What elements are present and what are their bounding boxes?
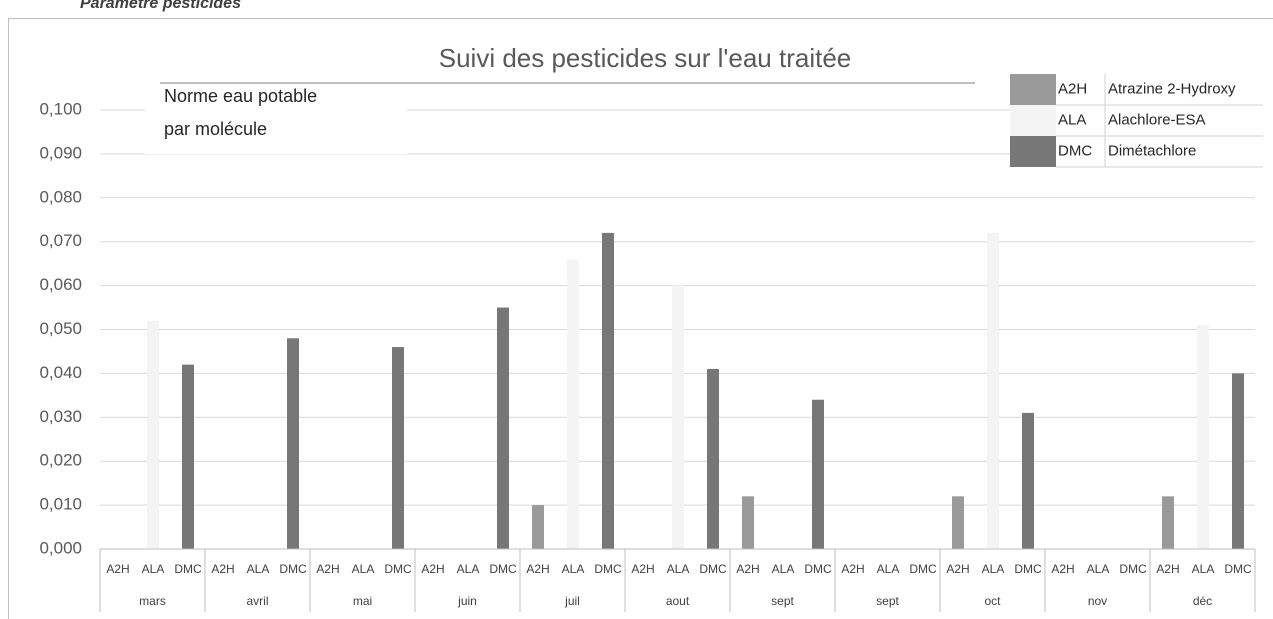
y-tick-label: 0,100 bbox=[39, 99, 82, 118]
bar bbox=[952, 496, 964, 549]
x-sub-label: DMC bbox=[174, 562, 202, 576]
x-sub-label: A2H bbox=[946, 562, 969, 576]
x-sub-label: A2H bbox=[421, 562, 444, 576]
x-sub-label: A2H bbox=[841, 562, 864, 576]
x-sub-label: DMC bbox=[384, 562, 412, 576]
legend-label: Alachlore-ESA bbox=[1108, 111, 1206, 128]
bar bbox=[1197, 325, 1209, 549]
x-sub-label: DMC bbox=[1014, 562, 1042, 576]
x-sub-label: DMC bbox=[489, 562, 517, 576]
bar bbox=[532, 505, 544, 549]
bar bbox=[987, 232, 999, 550]
x-tick-label: mai bbox=[353, 594, 372, 608]
legend-label: Atrazine 2-Hydroxy bbox=[1108, 80, 1236, 97]
legend-code: A2H bbox=[1058, 80, 1087, 97]
x-tick-label: sept bbox=[771, 594, 794, 608]
bar bbox=[287, 338, 299, 549]
annotation: Norme eau potable bbox=[164, 86, 317, 106]
x-tick-label: avril bbox=[246, 594, 268, 608]
y-tick-label: 0,070 bbox=[39, 231, 82, 250]
x-tick-label: aout bbox=[666, 594, 690, 608]
x-sub-label: ALA bbox=[1087, 562, 1110, 576]
chart-frame bbox=[8, 18, 1273, 619]
x-tick-label: nov bbox=[1088, 594, 1107, 608]
page-heading: Paramètre pesticides bbox=[80, 0, 241, 12]
y-tick-label: 0,030 bbox=[39, 407, 82, 426]
x-sub-label: DMC bbox=[279, 562, 307, 576]
annotation-bg bbox=[145, 88, 407, 154]
legend-swatch bbox=[1010, 136, 1056, 167]
x-sub-label: DMC bbox=[594, 562, 622, 576]
x-sub-label: A2H bbox=[106, 562, 129, 576]
x-sub-label: ALA bbox=[772, 562, 795, 576]
x-sub-label: A2H bbox=[526, 562, 549, 576]
x-sub-label: DMC bbox=[804, 562, 832, 576]
x-tick-label: sept bbox=[876, 594, 899, 608]
x-tick-label: déc bbox=[1193, 594, 1212, 608]
bar bbox=[392, 347, 404, 549]
y-tick-label: 0,020 bbox=[39, 451, 82, 470]
x-sub-label: DMC bbox=[1119, 562, 1147, 576]
x-sub-label: DMC bbox=[909, 562, 937, 576]
chart-title: Suivi des pesticides sur l'eau traitée bbox=[439, 43, 852, 73]
y-tick-label: 0,060 bbox=[39, 275, 82, 294]
x-sub-label: ALA bbox=[877, 562, 900, 576]
x-tick-label: oct bbox=[984, 594, 1001, 608]
x-sub-label: ALA bbox=[982, 562, 1005, 576]
bar bbox=[147, 320, 159, 549]
x-tick-label: mars bbox=[139, 594, 166, 608]
annotation: par molécule bbox=[164, 119, 267, 139]
x-sub-label: A2H bbox=[316, 562, 339, 576]
x-tick-label: juin bbox=[457, 594, 477, 608]
legend-swatch bbox=[1010, 105, 1056, 136]
x-sub-label: A2H bbox=[211, 562, 234, 576]
bar bbox=[1232, 373, 1244, 549]
y-tick-label: 0,080 bbox=[39, 187, 82, 206]
x-sub-label: ALA bbox=[247, 562, 270, 576]
x-sub-label: A2H bbox=[631, 562, 654, 576]
x-sub-label: ALA bbox=[562, 562, 585, 576]
bar bbox=[567, 259, 579, 549]
x-sub-label: DMC bbox=[1224, 562, 1252, 576]
x-sub-label: A2H bbox=[736, 562, 759, 576]
y-tick-label: 0,010 bbox=[39, 495, 82, 514]
bar bbox=[182, 364, 194, 549]
x-sub-label: ALA bbox=[667, 562, 690, 576]
x-sub-label: ALA bbox=[352, 562, 375, 576]
bar bbox=[497, 307, 509, 549]
x-sub-label: DMC bbox=[699, 562, 727, 576]
x-sub-label: ALA bbox=[457, 562, 480, 576]
bar bbox=[742, 496, 754, 549]
bar bbox=[812, 399, 824, 549]
legend-swatch bbox=[1010, 74, 1056, 105]
y-tick-label: 0,050 bbox=[39, 319, 82, 338]
bar bbox=[1162, 496, 1174, 549]
bar bbox=[1022, 412, 1034, 549]
x-sub-label: A2H bbox=[1156, 562, 1179, 576]
x-tick-label: juil bbox=[564, 594, 580, 608]
y-tick-label: 0,000 bbox=[39, 538, 82, 557]
x-sub-label: ALA bbox=[1192, 562, 1215, 576]
legend-code: ALA bbox=[1058, 111, 1086, 128]
y-tick-label: 0,040 bbox=[39, 363, 82, 382]
bar bbox=[707, 369, 719, 549]
bar bbox=[602, 232, 614, 550]
x-sub-label: A2H bbox=[1051, 562, 1074, 576]
y-tick-label: 0,090 bbox=[39, 143, 82, 162]
x-sub-label: ALA bbox=[142, 562, 165, 576]
bar bbox=[672, 285, 684, 549]
legend-code: DMC bbox=[1058, 142, 1092, 159]
legend-label: Dimétachlore bbox=[1108, 142, 1196, 159]
